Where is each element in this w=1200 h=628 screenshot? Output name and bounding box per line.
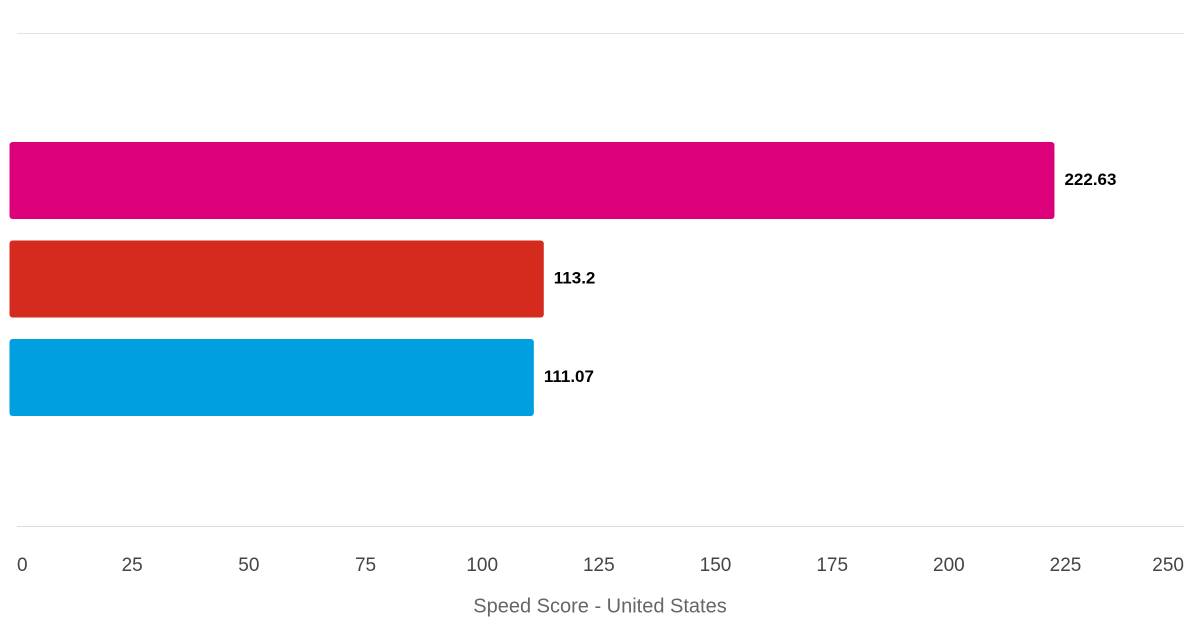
- bar: [9, 339, 534, 416]
- x-tick-label: 150: [700, 555, 732, 576]
- value-label: 113.2: [554, 268, 596, 287]
- x-tick-label: 200: [933, 555, 965, 576]
- x-axis-title: Speed Score - United States: [473, 595, 726, 617]
- x-tick-label: 125: [583, 555, 615, 576]
- x-tick-label: 0: [17, 555, 28, 576]
- x-tick-label: 75: [355, 555, 376, 576]
- value-label: 222.63: [1064, 170, 1116, 189]
- x-tick-label: 250: [1152, 555, 1184, 576]
- x-tick-label: 175: [816, 555, 848, 576]
- x-tick-label: 25: [122, 555, 143, 576]
- x-tick-label: 50: [238, 555, 259, 576]
- x-tick-label: 225: [1050, 555, 1082, 576]
- bar: [9, 240, 544, 318]
- bar: [9, 142, 1055, 219]
- x-tick-label: 100: [466, 555, 498, 576]
- value-label: 111.07: [544, 367, 594, 386]
